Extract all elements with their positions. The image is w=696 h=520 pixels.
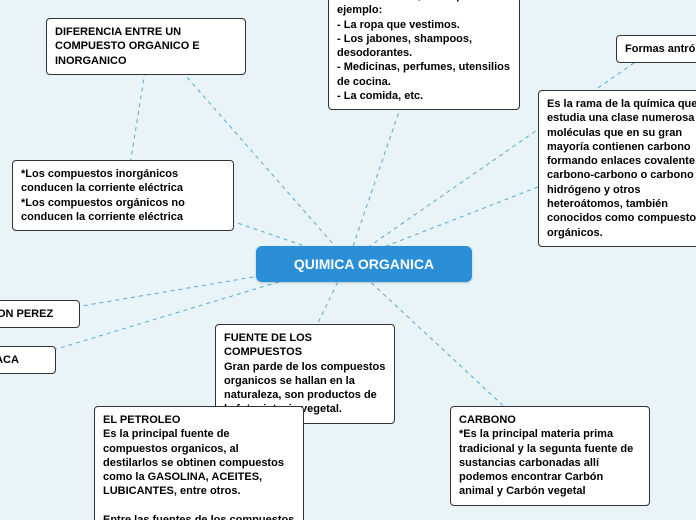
node-jaca[interactable]: JACA [0, 346, 56, 374]
node-diferencia[interactable]: DIFERENCIA ENTRE UN COMPUESTO ORGANICO E… [46, 18, 246, 75]
node-petroleo[interactable]: EL PETROLEO Es la principal fuente de co… [94, 406, 304, 520]
node-usos[interactable]: de nuestra vida, como por ejemplo: - La … [328, 0, 520, 110]
node-formas[interactable]: Formas antrópo [616, 35, 696, 63]
node-carbono[interactable]: CARBONO *Es la principal materia prima t… [450, 406, 650, 506]
mindmap-canvas[interactable]: { "colors": { "bg": "#e8f4f8", "nodeBg":… [0, 0, 696, 520]
node-rama[interactable]: Es la rama de la química que estudia una… [538, 90, 696, 247]
node-conducen[interactable]: *Los compuestos inorgánicos conducen la … [12, 160, 234, 231]
center-node[interactable]: QUIMICA ORGANICA [256, 246, 472, 282]
node-ron[interactable]: RON PEREZ [0, 300, 80, 328]
